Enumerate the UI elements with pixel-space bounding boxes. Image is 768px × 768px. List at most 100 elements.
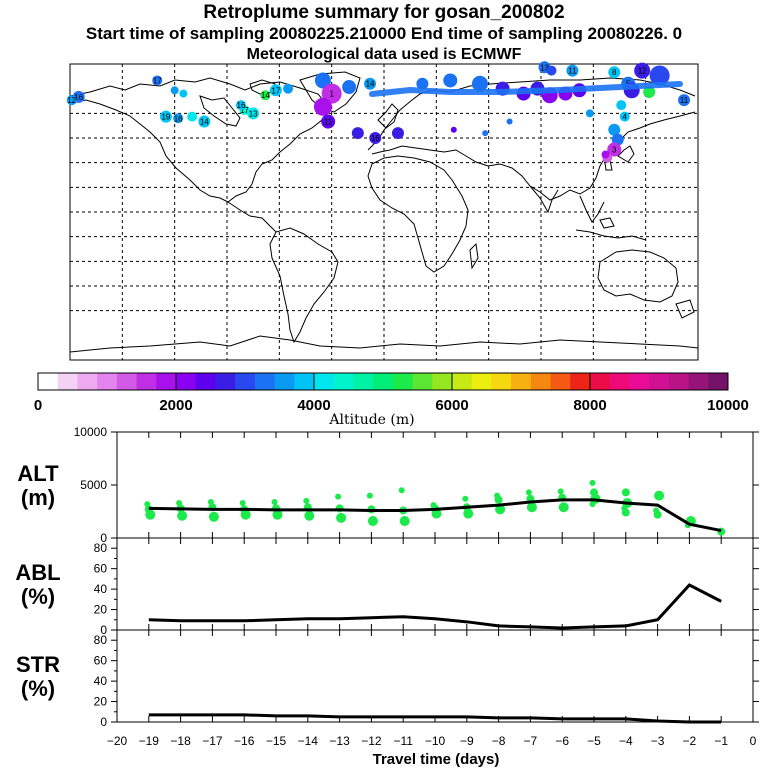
colorbar-frame <box>37 372 729 391</box>
x-tick-label: −2 <box>683 734 697 748</box>
panel-abl: ABL(%) 0 20 40 60 80 <box>15 537 759 637</box>
chart-title: Retroplume summary for gosan_200802 <box>203 2 565 23</box>
x-tick-label: −9 <box>460 734 474 748</box>
x-tick-label: −4 <box>619 734 633 748</box>
colorbar-cell <box>609 373 630 390</box>
colorbar-cell <box>353 373 374 390</box>
alt-mean-line <box>148 498 722 533</box>
world-map: 1612171916141713161714111141613118512431… <box>66 61 699 361</box>
map-gridlines <box>70 64 698 360</box>
colorbar-cell <box>452 373 473 390</box>
cluster-marker <box>342 80 357 95</box>
x-tick-label: −14 <box>298 734 319 748</box>
panel-ylabel-unit: (%) <box>21 584 55 609</box>
colorbar-cell <box>38 373 59 390</box>
colorbar-cell <box>274 373 295 390</box>
cluster-label: 4 <box>623 113 628 122</box>
colorbar-cell <box>570 373 591 390</box>
colorbar-cell <box>136 373 157 390</box>
altitude-colorbar: 0 2000 4000 6000 8000 10000 Altitude (m) <box>34 372 749 428</box>
colorbar-cell <box>530 373 552 390</box>
cluster-label: 1 <box>329 90 334 99</box>
time-series-panels: ALT(m)0500010000ABL(%)020406080STR(%)020… <box>15 425 759 748</box>
cluster-marker <box>546 65 557 76</box>
colorbar-cell <box>688 373 709 390</box>
colorbar-cell <box>176 373 197 390</box>
x-tick-label: −3 <box>651 734 665 748</box>
x-tick-label: −19 <box>139 734 160 748</box>
alt-point <box>177 510 188 521</box>
alt-point <box>463 508 474 519</box>
alt-point <box>462 495 469 502</box>
cluster-marker <box>159 110 172 123</box>
y-tick-label: 0 <box>100 623 107 637</box>
panel-ylabel: ABL <box>15 560 60 585</box>
cluster-marker <box>313 97 332 116</box>
x-tick-label: −5 <box>587 734 601 748</box>
x-tick-label: −15 <box>266 734 287 748</box>
cluster-marker <box>235 100 246 111</box>
colorbar-cell <box>392 373 414 390</box>
alt-point <box>303 497 310 504</box>
cluster-marker <box>601 150 610 159</box>
cluster-marker <box>198 115 211 128</box>
cluster-marker <box>649 65 670 86</box>
coastlines <box>69 71 699 353</box>
x-tick-label: −12 <box>361 734 382 748</box>
cluster-label: 13 <box>249 109 258 118</box>
y-tick-label: 40 <box>94 674 108 688</box>
colorbar-tick-label: 10000 <box>707 397 749 414</box>
cluster-label: 16 <box>174 114 183 123</box>
cluster-marker <box>678 94 691 107</box>
trajectory-band <box>369 81 683 97</box>
x-tick-label: −16 <box>234 734 255 748</box>
alt-point <box>271 498 278 505</box>
colorbar-cell <box>471 373 492 390</box>
colorbar-cell <box>116 373 138 390</box>
colorbar-cell <box>708 373 729 390</box>
cluster-label: 14 <box>261 91 270 100</box>
cluster-label: 17 <box>240 106 249 115</box>
cluster-marker <box>634 62 651 79</box>
cluster-label: 14 <box>366 80 375 89</box>
colorbar-cell <box>590 373 611 390</box>
cluster-marker <box>643 85 656 98</box>
x-tick-label: −20 <box>107 734 128 748</box>
colorbar-cell <box>215 373 236 390</box>
cluster-label: 19 <box>161 113 170 122</box>
cluster-marker <box>391 127 404 140</box>
alt-point <box>336 512 347 523</box>
colorbar-cell <box>77 373 98 390</box>
alt-point <box>239 500 246 507</box>
cluster-marker <box>187 111 198 122</box>
colorbar-tick-label: 6000 <box>435 397 468 414</box>
y-tick-label: 20 <box>94 603 108 617</box>
alt-point <box>431 508 442 519</box>
colorbar-cell <box>294 373 315 390</box>
colorbar-cell <box>57 373 78 390</box>
cluster-label: 11 <box>568 67 577 76</box>
colorbar-tick-label: 2000 <box>159 397 192 414</box>
cluster-marker <box>482 130 489 137</box>
alt-point <box>558 502 569 513</box>
alt-point <box>304 510 315 521</box>
panel-ylabel-unit: (m) <box>21 485 55 510</box>
cluster-marker <box>450 126 457 133</box>
cluster-marker <box>616 100 627 111</box>
colorbar-cell <box>156 373 177 390</box>
alt-point <box>398 487 405 494</box>
cluster-marker <box>269 84 282 97</box>
colorbar-cell <box>491 373 512 390</box>
cluster-label: 14 <box>200 118 209 127</box>
panel-ylabel-unit: (%) <box>21 676 55 701</box>
y-tick-label: 5000 <box>80 478 107 492</box>
cluster-marker <box>619 111 630 122</box>
cluster-label: 17 <box>153 76 162 85</box>
cluster-marker <box>170 86 179 95</box>
cluster-marker <box>260 90 271 101</box>
cluster-marker <box>585 109 594 118</box>
alt-point <box>526 502 537 513</box>
cluster-marker <box>566 64 579 77</box>
cluster-marker <box>608 123 621 136</box>
